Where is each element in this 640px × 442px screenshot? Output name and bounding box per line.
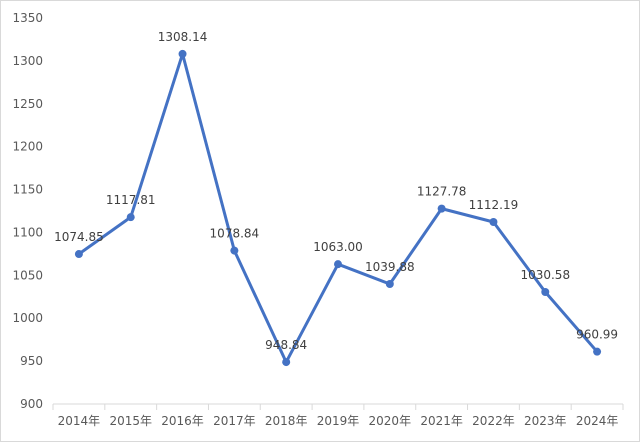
- data-label: 1112.19: [469, 198, 519, 212]
- data-point: [334, 260, 342, 269]
- data-label: 960.99: [576, 328, 618, 342]
- y-tick-label: 1050: [12, 268, 43, 282]
- x-tick-label: 2018年: [265, 414, 308, 428]
- x-tick-label: 2021年: [420, 414, 463, 428]
- y-tick-label: 1250: [12, 97, 43, 111]
- x-tick-label: 2024年: [576, 414, 619, 428]
- x-tick-label: 2022年: [472, 414, 515, 428]
- x-tick-label: 2019年: [317, 414, 360, 428]
- x-tick-label: 2023年: [524, 414, 567, 428]
- x-tick-label: 2020年: [369, 414, 412, 428]
- data-label: 1074.85: [54, 230, 104, 244]
- data-point: [230, 246, 239, 255]
- y-tick-label: 1100: [12, 225, 43, 239]
- y-tick-label: 1200: [12, 140, 43, 154]
- y-tick-label: 1150: [12, 183, 43, 197]
- data-label: 1030.58: [520, 268, 570, 282]
- y-tick-label: 900: [20, 397, 43, 411]
- data-point: [489, 217, 498, 226]
- x-tick-label: 2014年: [58, 414, 101, 428]
- data-label: 1127.78: [417, 185, 467, 199]
- x-tick-label: 2015年: [109, 414, 152, 428]
- series-line: [77, 52, 599, 364]
- data-point: [178, 49, 187, 58]
- data-point: [385, 280, 394, 289]
- data-point: [282, 358, 291, 367]
- y-tick-label: 950: [20, 354, 43, 368]
- data-point: [74, 250, 83, 259]
- data-label: 1078.84: [210, 227, 260, 241]
- y-tick-label: 1350: [12, 11, 43, 25]
- data-point: [437, 204, 446, 213]
- data-point: [541, 287, 550, 296]
- data-label: 1117.81: [106, 193, 156, 207]
- data-point: [126, 213, 135, 222]
- data-label: 1039.88: [365, 260, 415, 274]
- data-label: 948.84: [265, 338, 307, 352]
- y-tick-label: 1300: [12, 54, 43, 68]
- x-tick-label: 2016年: [161, 414, 204, 428]
- x-tick-label: 2017年: [213, 414, 256, 428]
- data-label: 1063.00: [313, 240, 363, 254]
- data-label: 1308.14: [158, 30, 208, 44]
- data-point: [593, 347, 602, 356]
- y-tick-label: 1000: [12, 311, 43, 325]
